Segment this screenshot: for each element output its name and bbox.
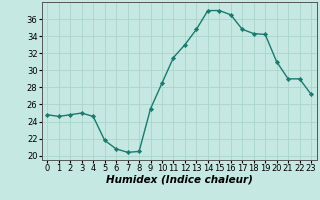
X-axis label: Humidex (Indice chaleur): Humidex (Indice chaleur) xyxy=(106,175,252,185)
